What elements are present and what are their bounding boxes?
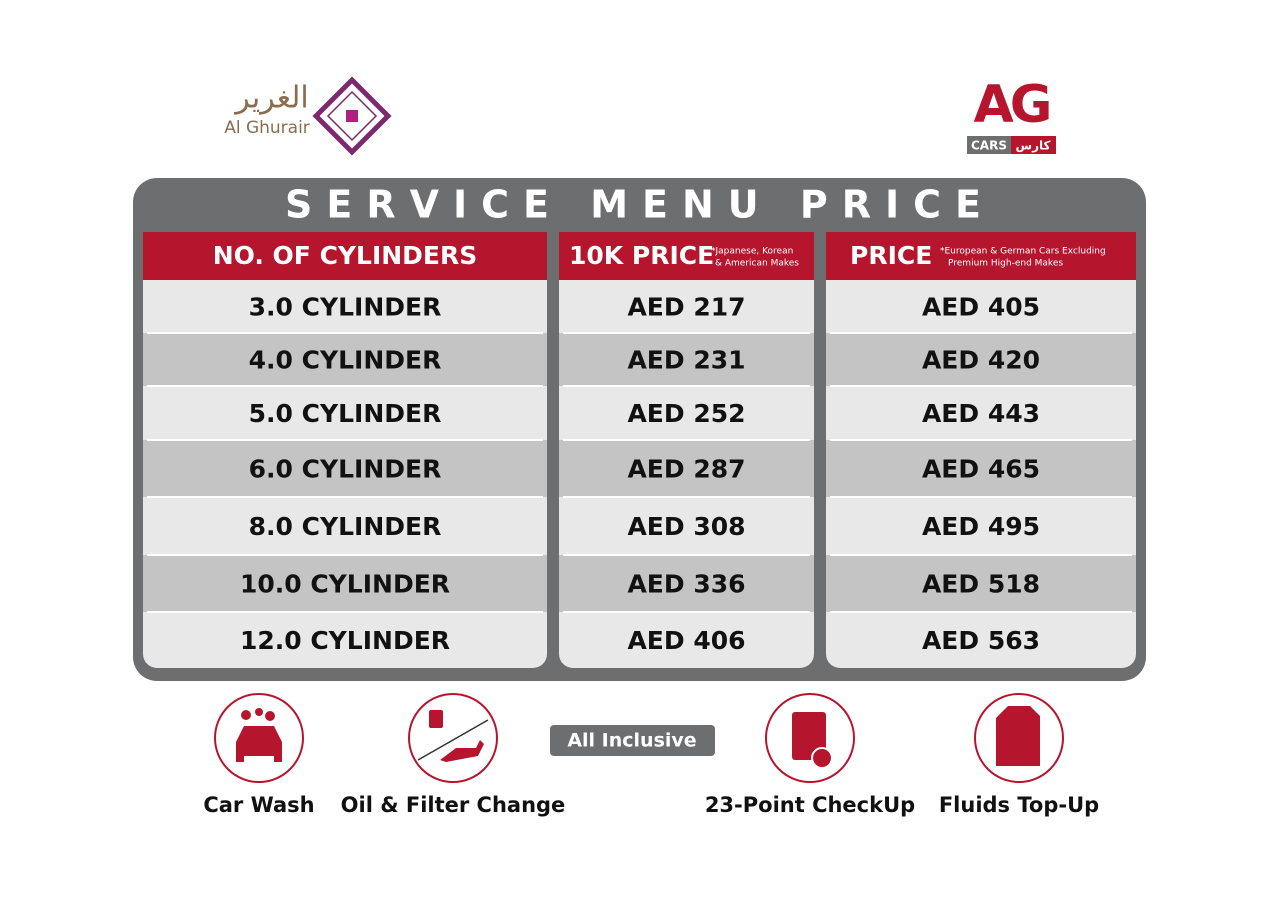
header-bg [559, 232, 814, 280]
row-bg [826, 555, 1136, 612]
logo-arabic: الغرير [233, 81, 308, 116]
logo-name: Al Ghurair [224, 118, 310, 138]
cars-box [967, 136, 1011, 154]
badge-box [550, 725, 715, 756]
menu-title: SERVICE MENU PRICE [285, 183, 995, 227]
header-note: & American Makes [715, 259, 799, 269]
cell: AED 287 [627, 455, 745, 484]
cell: 10.0 CYLINDER [240, 570, 450, 599]
cell: 6.0 CYLINDER [249, 455, 442, 484]
service-label: Oil & Filter Change [341, 793, 566, 817]
logo-diamond [312, 76, 392, 156]
row-bg [559, 440, 814, 497]
cell: AED 252 [627, 399, 745, 428]
icon-divider [417, 719, 489, 761]
cell: AED 563 [922, 626, 1040, 655]
ag-cars-logo: AG CARS كارس [967, 75, 1056, 154]
row-bg [143, 555, 547, 612]
row-bg [826, 440, 1136, 497]
cell: AED 420 [922, 346, 1040, 375]
header-label: NO. OF CYLINDERS [213, 241, 478, 270]
service-label: Car Wash [203, 793, 314, 817]
row-bg [826, 333, 1136, 386]
cell: AED 217 [627, 293, 745, 322]
cars-arabic: كارس [1016, 139, 1051, 153]
row-bg [559, 333, 814, 386]
logo-square [346, 110, 358, 122]
cars-text: CARS [971, 139, 1007, 153]
header-note: *Japanese, Korean [711, 247, 793, 257]
header-label: 10K PRICE [569, 241, 714, 270]
header-note: Premium High-end Makes [948, 259, 1063, 269]
cell: AED 405 [922, 293, 1040, 322]
cell: 3.0 CYLINDER [249, 293, 442, 322]
price-table: 3.0 CYLINDER AED 217 AED 405 4.0 CYLINDER AE… [143, 232, 1136, 668]
cell: AED 406 [627, 626, 745, 655]
cell: AED 308 [627, 512, 745, 541]
arabic-box [1011, 136, 1056, 154]
services: All Inclusive Car Wash Oil & Filter Chan… [203, 693, 1099, 817]
row-bg [143, 333, 547, 386]
ag-mark: AG [974, 75, 1049, 135]
cell: AED 231 [627, 346, 745, 375]
cell: 4.0 CYLINDER [249, 346, 442, 375]
cell: AED 465 [922, 455, 1040, 484]
service-label: 23-Point CheckUp [705, 793, 915, 817]
service-label: Fluids Top-Up [939, 793, 1099, 817]
logo-diamond-inner [326, 90, 378, 142]
row-bg [559, 555, 814, 612]
header-label: PRICE [850, 241, 932, 270]
header-bg [143, 232, 547, 280]
cell: 12.0 CYLINDER [240, 626, 450, 655]
cell: AED 443 [922, 399, 1040, 428]
cell: AED 336 [627, 570, 745, 599]
cell: 8.0 CYLINDER [249, 512, 442, 541]
service-icons [214, 693, 1064, 783]
header-bg [826, 232, 1136, 280]
cell: AED 518 [922, 570, 1040, 599]
row-bg [143, 440, 547, 497]
header-note: *European & German Cars Excluding [940, 247, 1106, 257]
cell: AED 495 [922, 512, 1040, 541]
icon-shapes [236, 706, 1040, 769]
badge: All Inclusive [567, 730, 696, 752]
al-ghurair-logo: الغرير Al Ghurair [224, 76, 392, 156]
cell: 5.0 CYLINDER [249, 399, 442, 428]
